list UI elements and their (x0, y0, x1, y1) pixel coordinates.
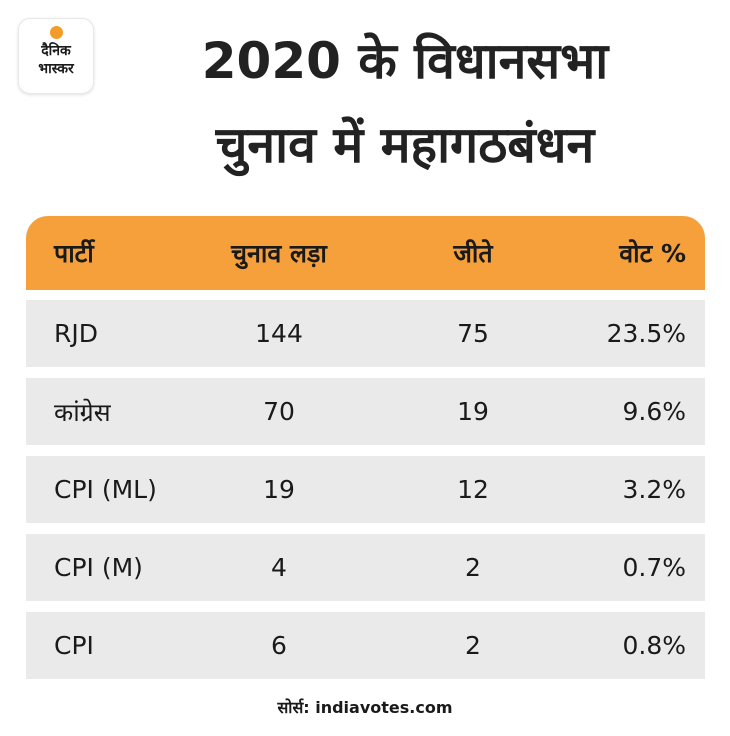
title-line-2: चुनाव में महागठबंधन (215, 116, 595, 174)
cell-party: CPI (54, 631, 94, 660)
cell-won: 19 (457, 397, 489, 426)
table-row: कांग्रेस 70 19 9.6% (26, 378, 705, 445)
header-vote: वोट % (619, 239, 686, 268)
cell-won: 75 (457, 319, 489, 348)
cell-party: CPI (M) (54, 553, 143, 582)
header-contested: चुनाव लड़ा (231, 239, 327, 268)
cell-party: CPI (ML) (54, 475, 157, 504)
source-credit: सोर्स: indiavotes.com (277, 698, 453, 717)
cell-vote: 3.2% (622, 475, 686, 504)
dainik-bhaskar-logo: दैनिक भास्कर (18, 18, 94, 94)
cell-party: RJD (54, 319, 98, 348)
cell-vote: 23.5% (606, 319, 686, 348)
cell-won: 2 (465, 631, 481, 660)
header-won: जीते (453, 239, 493, 268)
table-row: CPI (M) 4 2 0.7% (26, 534, 705, 601)
table-header: पार्टी चुनाव लड़ा जीते वोट % (26, 216, 705, 290)
logo-line-2: भास्कर (38, 61, 74, 77)
title-line-1: 2020 के विधानसभा (201, 32, 609, 90)
cell-contested: 19 (263, 475, 295, 504)
cell-vote: 0.8% (622, 631, 686, 660)
cell-won: 12 (457, 475, 489, 504)
cell-party: कांग्रेस (54, 397, 111, 427)
table-row: CPI 6 2 0.8% (26, 612, 705, 679)
sun-icon (50, 26, 63, 39)
cell-contested: 70 (263, 397, 295, 426)
cell-won: 2 (465, 553, 481, 582)
cell-contested: 144 (255, 319, 303, 348)
cell-contested: 6 (271, 631, 287, 660)
cell-contested: 4 (271, 553, 287, 582)
cell-vote: 0.7% (622, 553, 686, 582)
table-row: CPI (ML) 19 12 3.2% (26, 456, 705, 523)
logo-line-1: दैनिक (41, 43, 71, 59)
table-row: RJD 144 75 23.5% (26, 300, 705, 367)
cell-vote: 9.6% (622, 397, 686, 426)
header-party: पार्टी (54, 239, 94, 268)
